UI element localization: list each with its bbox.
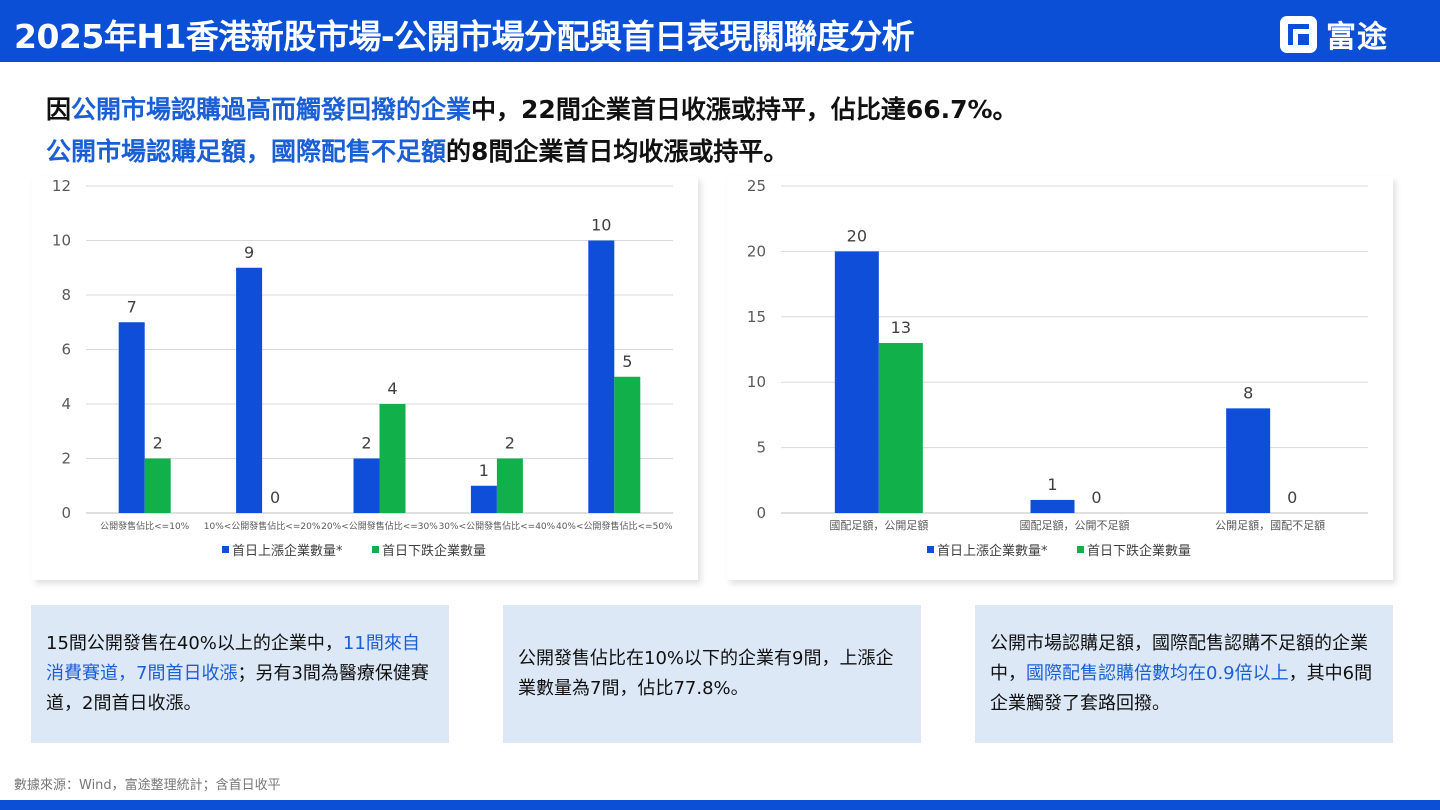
- x-category-label: 30%<公開發售佔比<=40%: [439, 520, 556, 532]
- bar-fall: [614, 376, 641, 513]
- futu-logo-icon: [1280, 15, 1317, 53]
- data-label: 0: [1287, 488, 1297, 507]
- note-text: 公開市場認購足額，國際配售認購不足額的企業中，國際配售認購倍數均在0.9倍以上，…: [990, 629, 1378, 719]
- data-label: 1: [1047, 475, 1057, 494]
- y-tick-label: 15: [747, 308, 766, 326]
- note-highlight: 國際配售認購倍數均在0.9倍以上: [1026, 663, 1289, 684]
- bar-fall: [379, 404, 406, 513]
- x-category-label: 公開發售佔比<=10%: [100, 520, 190, 532]
- legend-swatch: [1077, 546, 1084, 553]
- data-label: 4: [387, 379, 397, 398]
- bar-rise: [118, 322, 145, 513]
- note-segment: 公開發售佔比在10%以下的企業有9間，上漲企業數量為7間，佔比77.8%。: [518, 648, 894, 699]
- x-category-label: 40%<公開發售佔比<=50%: [556, 520, 673, 532]
- bar-rise: [1226, 408, 1271, 513]
- note-text: 15間公開發售在40%以上的企業中，11間來自消費賽道，7間首日收漲；另有3間為…: [46, 629, 434, 719]
- bar-rise: [470, 485, 497, 513]
- y-tick-label: 5: [756, 439, 766, 457]
- y-tick-label: 12: [52, 177, 71, 195]
- data-label: 1: [479, 461, 489, 480]
- bar-rise: [1030, 499, 1075, 513]
- bar-rise: [236, 267, 263, 513]
- legend-swatch: [372, 546, 379, 553]
- y-tick-label: 10: [747, 373, 766, 391]
- header-bar: 2025年H1香港新股市場-公開市場分配與首日表現關聯度分析 富途: [0, 0, 1440, 62]
- y-tick-label: 8: [61, 286, 71, 304]
- footer-bar: [0, 800, 1440, 810]
- note-highlight: 11間來自消費賽道，7間首日收漲: [46, 633, 420, 684]
- note-box-1: 15間公開發售在40%以上的企業中，11間來自消費賽道，7間首日收漲；另有3間為…: [31, 605, 449, 743]
- y-tick-label: 2: [61, 450, 71, 468]
- bar-rise: [353, 458, 380, 513]
- headline-text: 因: [46, 95, 72, 124]
- headline-highlight: 公開市場認購足額，國際配售不足額: [46, 137, 447, 166]
- bar-rise: [588, 240, 615, 513]
- bar-fall: [496, 458, 523, 513]
- y-tick-label: 0: [61, 504, 71, 522]
- futu-logo: 富途: [1280, 12, 1388, 56]
- data-source-note: 數據來源：Wind，富途整理統計；含首日收平: [14, 778, 281, 793]
- data-label: 2: [153, 434, 163, 453]
- x-category-label: 10%<公開發售佔比<=20%: [204, 520, 321, 532]
- y-tick-label: 10: [52, 232, 71, 250]
- headline-text: 中，22間企業首日收漲或持平，佔比達66.7%。: [471, 95, 1018, 124]
- x-category-label: 國配足額，公開不足額: [1020, 519, 1130, 532]
- page-title: 2025年H1香港新股市場-公開市場分配與首日表現關聯度分析: [14, 17, 915, 56]
- note-box-3: 公開市場認購足額，國際配售認購不足額的企業中，國際配售認購倍數均在0.9倍以上，…: [975, 605, 1393, 743]
- headline-text: 的8間企業首日均收漲或持平。: [446, 137, 789, 166]
- data-label: 7: [127, 297, 137, 316]
- y-tick-label: 4: [61, 395, 71, 413]
- data-label: 0: [1091, 488, 1101, 507]
- bar-fall: [144, 458, 171, 513]
- x-category-label: 國配足額，公開足額: [829, 519, 928, 532]
- y-tick-label: 25: [747, 177, 766, 195]
- y-tick-label: 20: [747, 242, 766, 260]
- bar-chart-subscription: 0510152025國配足額，公開足額2013國配足額，公開不足額10公開足額，…: [747, 177, 1368, 559]
- legend-swatch: [222, 546, 229, 553]
- headline-line-2: 公開市場認購足額，國際配售不足額的8間企業首日均收漲或持平。: [46, 132, 788, 168]
- data-label: 2: [361, 434, 371, 453]
- data-label: 10: [591, 216, 611, 235]
- legend-label: 首日下跌企業數量: [1087, 543, 1191, 559]
- note-segment: 公開市場認購足額，國際配售認購不足額的企業中，: [990, 633, 1368, 684]
- headline-line-1: 因公開市場認購過高而觸發回撥的企業中，22間企業首日收漲或持平，佔比達66.7%…: [46, 90, 1018, 126]
- x-category-label: 公開足額，國配不足額: [1215, 519, 1325, 532]
- data-label: 13: [891, 318, 911, 337]
- x-category-label: 20%<公開發售佔比<=30%: [321, 520, 438, 532]
- y-tick-label: 0: [756, 504, 766, 522]
- data-label: 9: [244, 243, 254, 262]
- chart-panel-offer-ratio: 0 2 4 6 8 10 12 公開發售佔比<=10% 7 2 10%<公開發售佔比<=20% 9 0 2…: [32, 176, 698, 580]
- data-label: 0: [270, 488, 280, 507]
- y-tick-label: 6: [61, 341, 71, 359]
- data-label: 20: [847, 226, 867, 245]
- data-label: 8: [1243, 383, 1253, 402]
- chart-panel-subscription: 0 5 10 15 20 25 國配足額，公開足額 20 13 國配足額，公開不足額 1 0 公開足額，…: [727, 176, 1393, 580]
- note-text: 公開發售佔比在10%以下的企業有9間，上漲企業數量為7間，佔比77.8%。: [518, 644, 906, 704]
- data-label: 5: [622, 352, 632, 371]
- data-label: 2: [505, 434, 515, 453]
- logo-text: 富途: [1326, 20, 1388, 55]
- note-box-2: 公開發售佔比在10%以下的企業有9間，上漲企業數量為7間，佔比77.8%。: [503, 605, 921, 743]
- bar-rise: [834, 251, 879, 513]
- note-segment: 15間公開發售在40%以上的企業中，: [46, 633, 343, 654]
- bar-chart-offer-ratio: 024681012公開發售佔比<=10%7210%<公開發售佔比<=20%902…: [52, 177, 673, 559]
- bar-fall: [878, 342, 923, 513]
- legend-label: 首日下跌企業數量: [382, 543, 486, 559]
- legend-label: 首日上漲企業數量*: [937, 543, 1048, 559]
- headline-highlight: 公開市場認購過高而觸發回撥的企業: [71, 95, 472, 124]
- legend-label: 首日上漲企業數量*: [232, 543, 343, 559]
- note-segment: ；另有3間為醫療保健賽道，2間首日收漲。: [46, 663, 429, 714]
- note-segment: ，其中6間企業觸發了套路回撥。: [990, 663, 1373, 714]
- legend-swatch: [927, 546, 934, 553]
